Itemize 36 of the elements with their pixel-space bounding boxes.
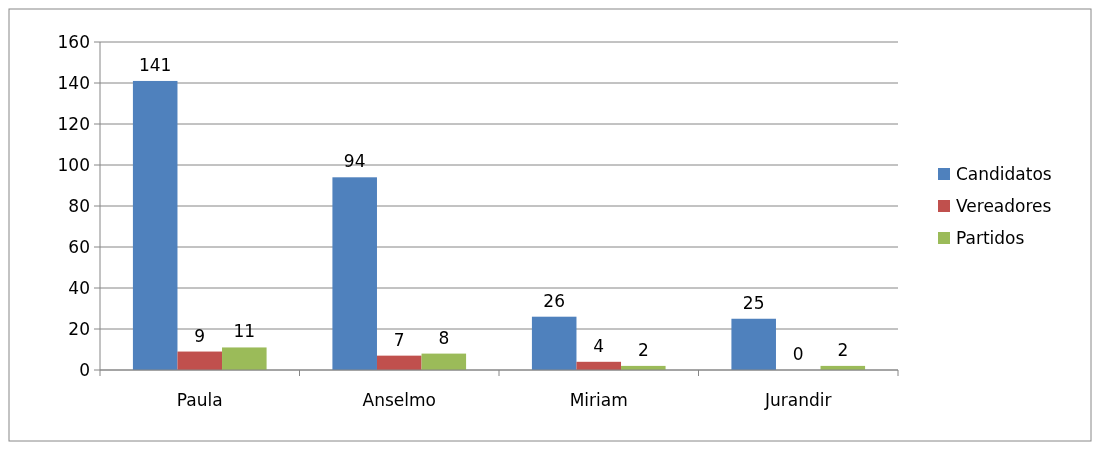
bar [731, 318, 776, 370]
bar [421, 353, 467, 370]
y-tick-label: 160 [57, 31, 90, 52]
bar [132, 80, 178, 370]
data-label: 2 [637, 339, 649, 360]
bar [222, 347, 267, 370]
data-label: 25 [742, 292, 765, 313]
data-label: 11 [233, 321, 256, 342]
data-label: 2 [837, 339, 849, 360]
y-tick-label: 80 [68, 195, 90, 216]
x-tick-label: Jurandir [764, 390, 832, 410]
x-tick-label: Miriam [569, 390, 628, 410]
data-label: 141 [138, 54, 172, 75]
bar [531, 316, 577, 370]
legend-label: Vereadores [956, 195, 1052, 216]
data-label: 9 [194, 325, 206, 346]
y-tick-label: 100 [57, 154, 90, 175]
data-label: 0 [792, 344, 804, 364]
data-label: 8 [438, 327, 450, 348]
y-tick-label: 140 [57, 72, 90, 93]
data-label: 7 [393, 329, 405, 350]
legend-label: Candidatos [956, 163, 1052, 184]
data-label: 4 [593, 335, 605, 356]
bar [376, 355, 422, 370]
y-tick-label: 20 [68, 318, 90, 339]
data-label: 26 [543, 290, 566, 311]
bar [177, 351, 223, 370]
bar [332, 177, 377, 370]
y-tick-label: 0 [79, 359, 90, 380]
legend-label: Partidos [956, 227, 1025, 248]
x-tick-label: Paula [176, 390, 223, 410]
y-tick-label: 40 [68, 277, 90, 298]
y-tick-label: 60 [68, 236, 90, 257]
x-tick-label: Anselmo [362, 390, 436, 410]
y-tick-label: 120 [57, 113, 90, 134]
data-label: 94 [343, 151, 366, 172]
